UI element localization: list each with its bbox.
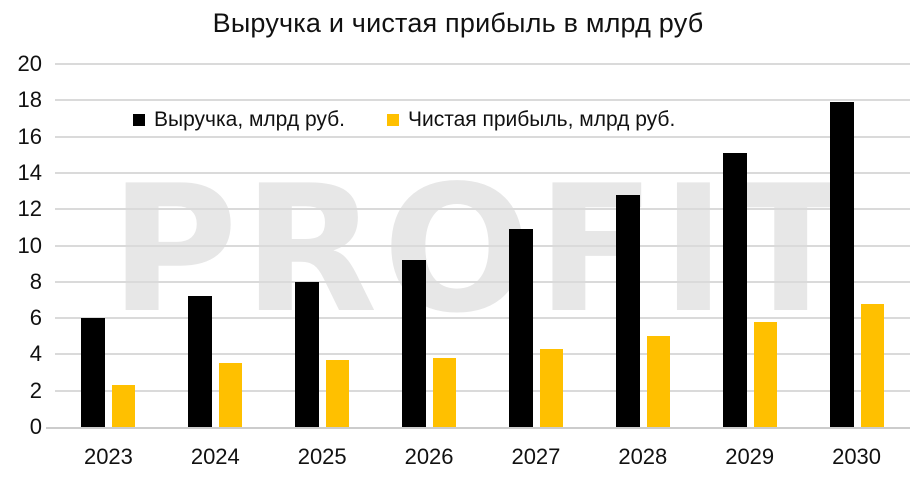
y-tick-label-6: 6 xyxy=(29,305,42,331)
bar-group-2026 xyxy=(376,64,483,427)
net-profit-bar-2026 xyxy=(433,358,457,427)
x-axis-label-2024: 2024 xyxy=(190,444,240,469)
revenue-bar-2024 xyxy=(188,296,213,427)
net-profit-bar-2028 xyxy=(646,336,670,427)
gridline-12 xyxy=(55,208,910,211)
gridline-16 xyxy=(55,135,910,138)
bar-group-2025 xyxy=(269,64,376,427)
y-tick-label-0: 0 xyxy=(29,414,42,439)
bar-group-2027 xyxy=(483,64,590,427)
y-tick-label-4: 4 xyxy=(29,341,42,367)
gridline-10 xyxy=(55,244,910,247)
y-tick-label-2: 2 xyxy=(29,377,42,403)
bar-group-2023 xyxy=(55,64,162,427)
legend-label-revenue: Выручка, млрд руб. xyxy=(154,108,345,131)
net-profit-bar-2027 xyxy=(539,348,563,427)
x-axis-label-2027: 2027 xyxy=(511,444,561,469)
gridline-14 xyxy=(55,171,910,174)
legend-marker-revenue xyxy=(133,114,145,126)
y-tick-label-14: 14 xyxy=(17,159,42,185)
revenue-bar-2026 xyxy=(402,260,427,427)
legend: Выручка, млрд руб. Чистая прибыль, млрд р… xyxy=(133,108,675,132)
gridline-2 xyxy=(55,389,910,392)
revenue-bar-2025 xyxy=(295,281,320,427)
bar-group-2030 xyxy=(803,64,910,427)
gridline-6 xyxy=(55,317,910,320)
revenue-bar-2027 xyxy=(508,229,533,427)
x-axis-label-2028: 2028 xyxy=(618,444,668,469)
y-tick-label-8: 8 xyxy=(29,268,42,294)
legend-marker-net-profit xyxy=(387,114,399,126)
revenue-bar-2029 xyxy=(722,152,747,427)
revenue-bar-2023 xyxy=(81,318,106,427)
gridline-18 xyxy=(55,99,910,102)
y-tick-label-10: 10 xyxy=(17,232,42,258)
legend-item-net-profit: Чистая прибыль, млрд руб. xyxy=(387,108,675,132)
x-axis-line xyxy=(46,427,910,429)
bar-groups xyxy=(55,64,910,427)
plot-area: PROFIT Выручка, млрд руб. Чистая прибыль,… xyxy=(46,63,910,429)
bar-group-2024 xyxy=(162,64,269,427)
y-axis: 0 2 4 6 8 10 12 14 16 18 20 xyxy=(0,52,42,439)
gridline-20 xyxy=(55,63,910,65)
y-tick-label-20: 20 xyxy=(17,51,42,76)
bar-group-2028 xyxy=(589,64,696,427)
legend-item-revenue: Выручка, млрд руб. xyxy=(133,108,345,132)
net-profit-bar-2029 xyxy=(753,321,777,427)
net-profit-bar-2030 xyxy=(860,303,884,427)
gridline-8 xyxy=(55,280,910,283)
legend-label-net-profit: Чистая прибыль, млрд руб. xyxy=(408,108,676,131)
y-tick-label-12: 12 xyxy=(17,196,42,222)
x-axis-label-2029: 2029 xyxy=(725,444,775,469)
x-axis-label-2030: 2030 xyxy=(832,444,882,469)
y-tick-label-16: 16 xyxy=(17,123,42,149)
bar-group-2029 xyxy=(696,64,803,427)
net-profit-bar-2023 xyxy=(112,385,136,427)
x-axis-labels: 2023 2024 2025 2026 2027 2028 2029 2030 xyxy=(55,444,910,470)
revenue-bar-2030 xyxy=(829,102,854,427)
revenue-bar-2028 xyxy=(615,194,640,427)
chart-title: Выручка и чистая прибыль в млрд руб xyxy=(212,8,704,38)
x-axis-label-2025: 2025 xyxy=(297,444,347,469)
y-tick-label-18: 18 xyxy=(17,87,42,113)
gridline-4 xyxy=(55,353,910,356)
net-profit-bar-2024 xyxy=(219,363,243,427)
x-axis-label-2023: 2023 xyxy=(83,444,133,469)
net-profit-bar-2025 xyxy=(326,359,350,427)
x-axis-label-2026: 2026 xyxy=(404,444,454,469)
